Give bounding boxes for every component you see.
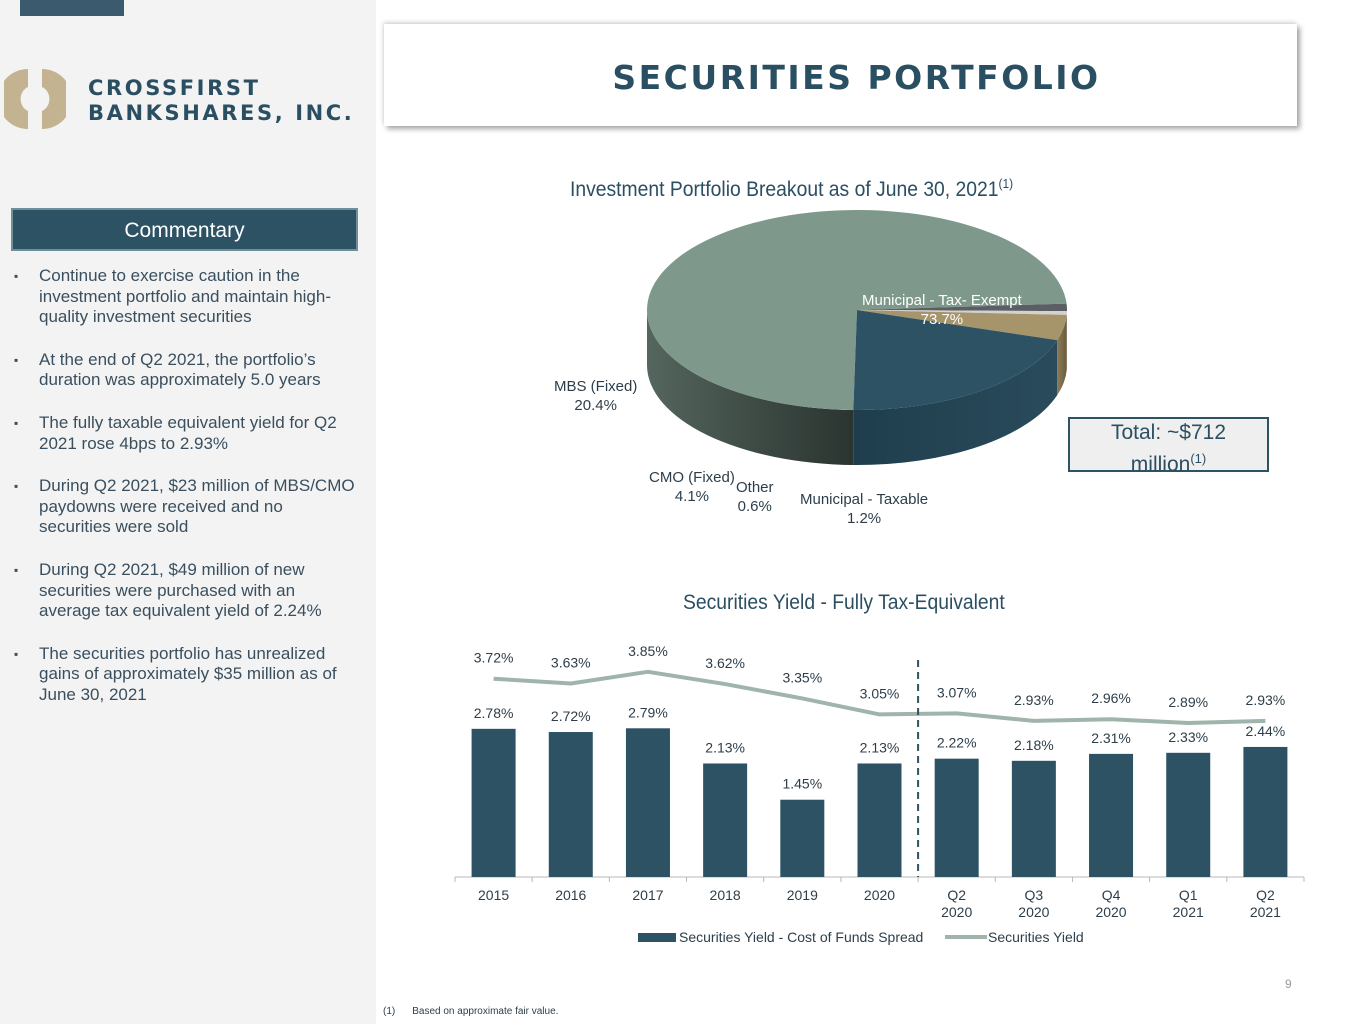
x-tick-label: Q4 [1102,887,1121,903]
line-label: 3.63% [551,655,591,671]
line-label: 3.07% [937,684,977,700]
bar-label: 1.45% [782,776,822,792]
bar-label: 2.13% [705,739,745,755]
x-tick-label: 2020 [864,887,895,903]
bar-9 [1166,753,1210,877]
line-label: 2.96% [1091,690,1131,706]
bar-label: 2.31% [1091,730,1131,746]
line-label: 2.93% [1246,692,1286,708]
legend-spread: Securities Yield - Cost of Funds Spread [638,929,923,945]
bar-label: 2.79% [628,704,668,720]
x-tick-label-line2: 2021 [1250,904,1281,920]
bar-0 [472,729,516,877]
bar-8 [1089,754,1133,877]
bar-7 [1012,761,1056,877]
bar-label: 2.72% [551,708,591,724]
x-tick-label-line2: 2020 [1018,904,1049,920]
x-tick-label-line2: 2020 [941,904,972,920]
legend-yield: Securities Yield [945,929,1084,945]
x-tick-label: Q3 [1025,887,1044,903]
bar-label: 2.33% [1168,729,1208,745]
line-label: 2.89% [1168,694,1208,710]
legend-bar-swatch [638,933,676,942]
legend-line-swatch [945,935,987,939]
x-tick-label-line2: 2021 [1173,904,1204,920]
page-number: 9 [1285,977,1292,991]
bar-10 [1243,747,1287,877]
x-tick-label: 2016 [555,887,586,903]
x-tick-label: 2017 [632,887,663,903]
line-label: 3.72% [474,650,514,666]
x-tick-label: 2018 [710,887,741,903]
x-tick-label: Q1 [1179,887,1198,903]
bar-label: 2.22% [937,735,977,751]
line-label: 3.62% [705,655,745,671]
x-tick-label: 2019 [787,887,818,903]
line-label: 2.93% [1014,692,1054,708]
bar-3 [703,763,747,877]
x-tick-label: Q2 [1256,887,1275,903]
bar-label: 2.78% [474,705,514,721]
bar-6 [935,759,979,877]
bar-label: 2.44% [1246,723,1286,739]
bar-5 [858,763,902,877]
x-tick-label: 2015 [478,887,509,903]
x-tick-label-line2: 2020 [1095,904,1126,920]
footnote: (1) Based on approximate fair value. [383,1006,558,1017]
x-tick-label: Q2 [947,887,966,903]
bar-1 [549,732,593,877]
line-label: 3.35% [782,669,822,685]
bar-label: 2.18% [1014,737,1054,753]
line-label: 3.05% [860,685,900,701]
bar-2 [626,728,670,877]
bar-4 [780,800,824,877]
bar-label: 2.13% [860,739,900,755]
line-label: 3.85% [628,643,668,659]
